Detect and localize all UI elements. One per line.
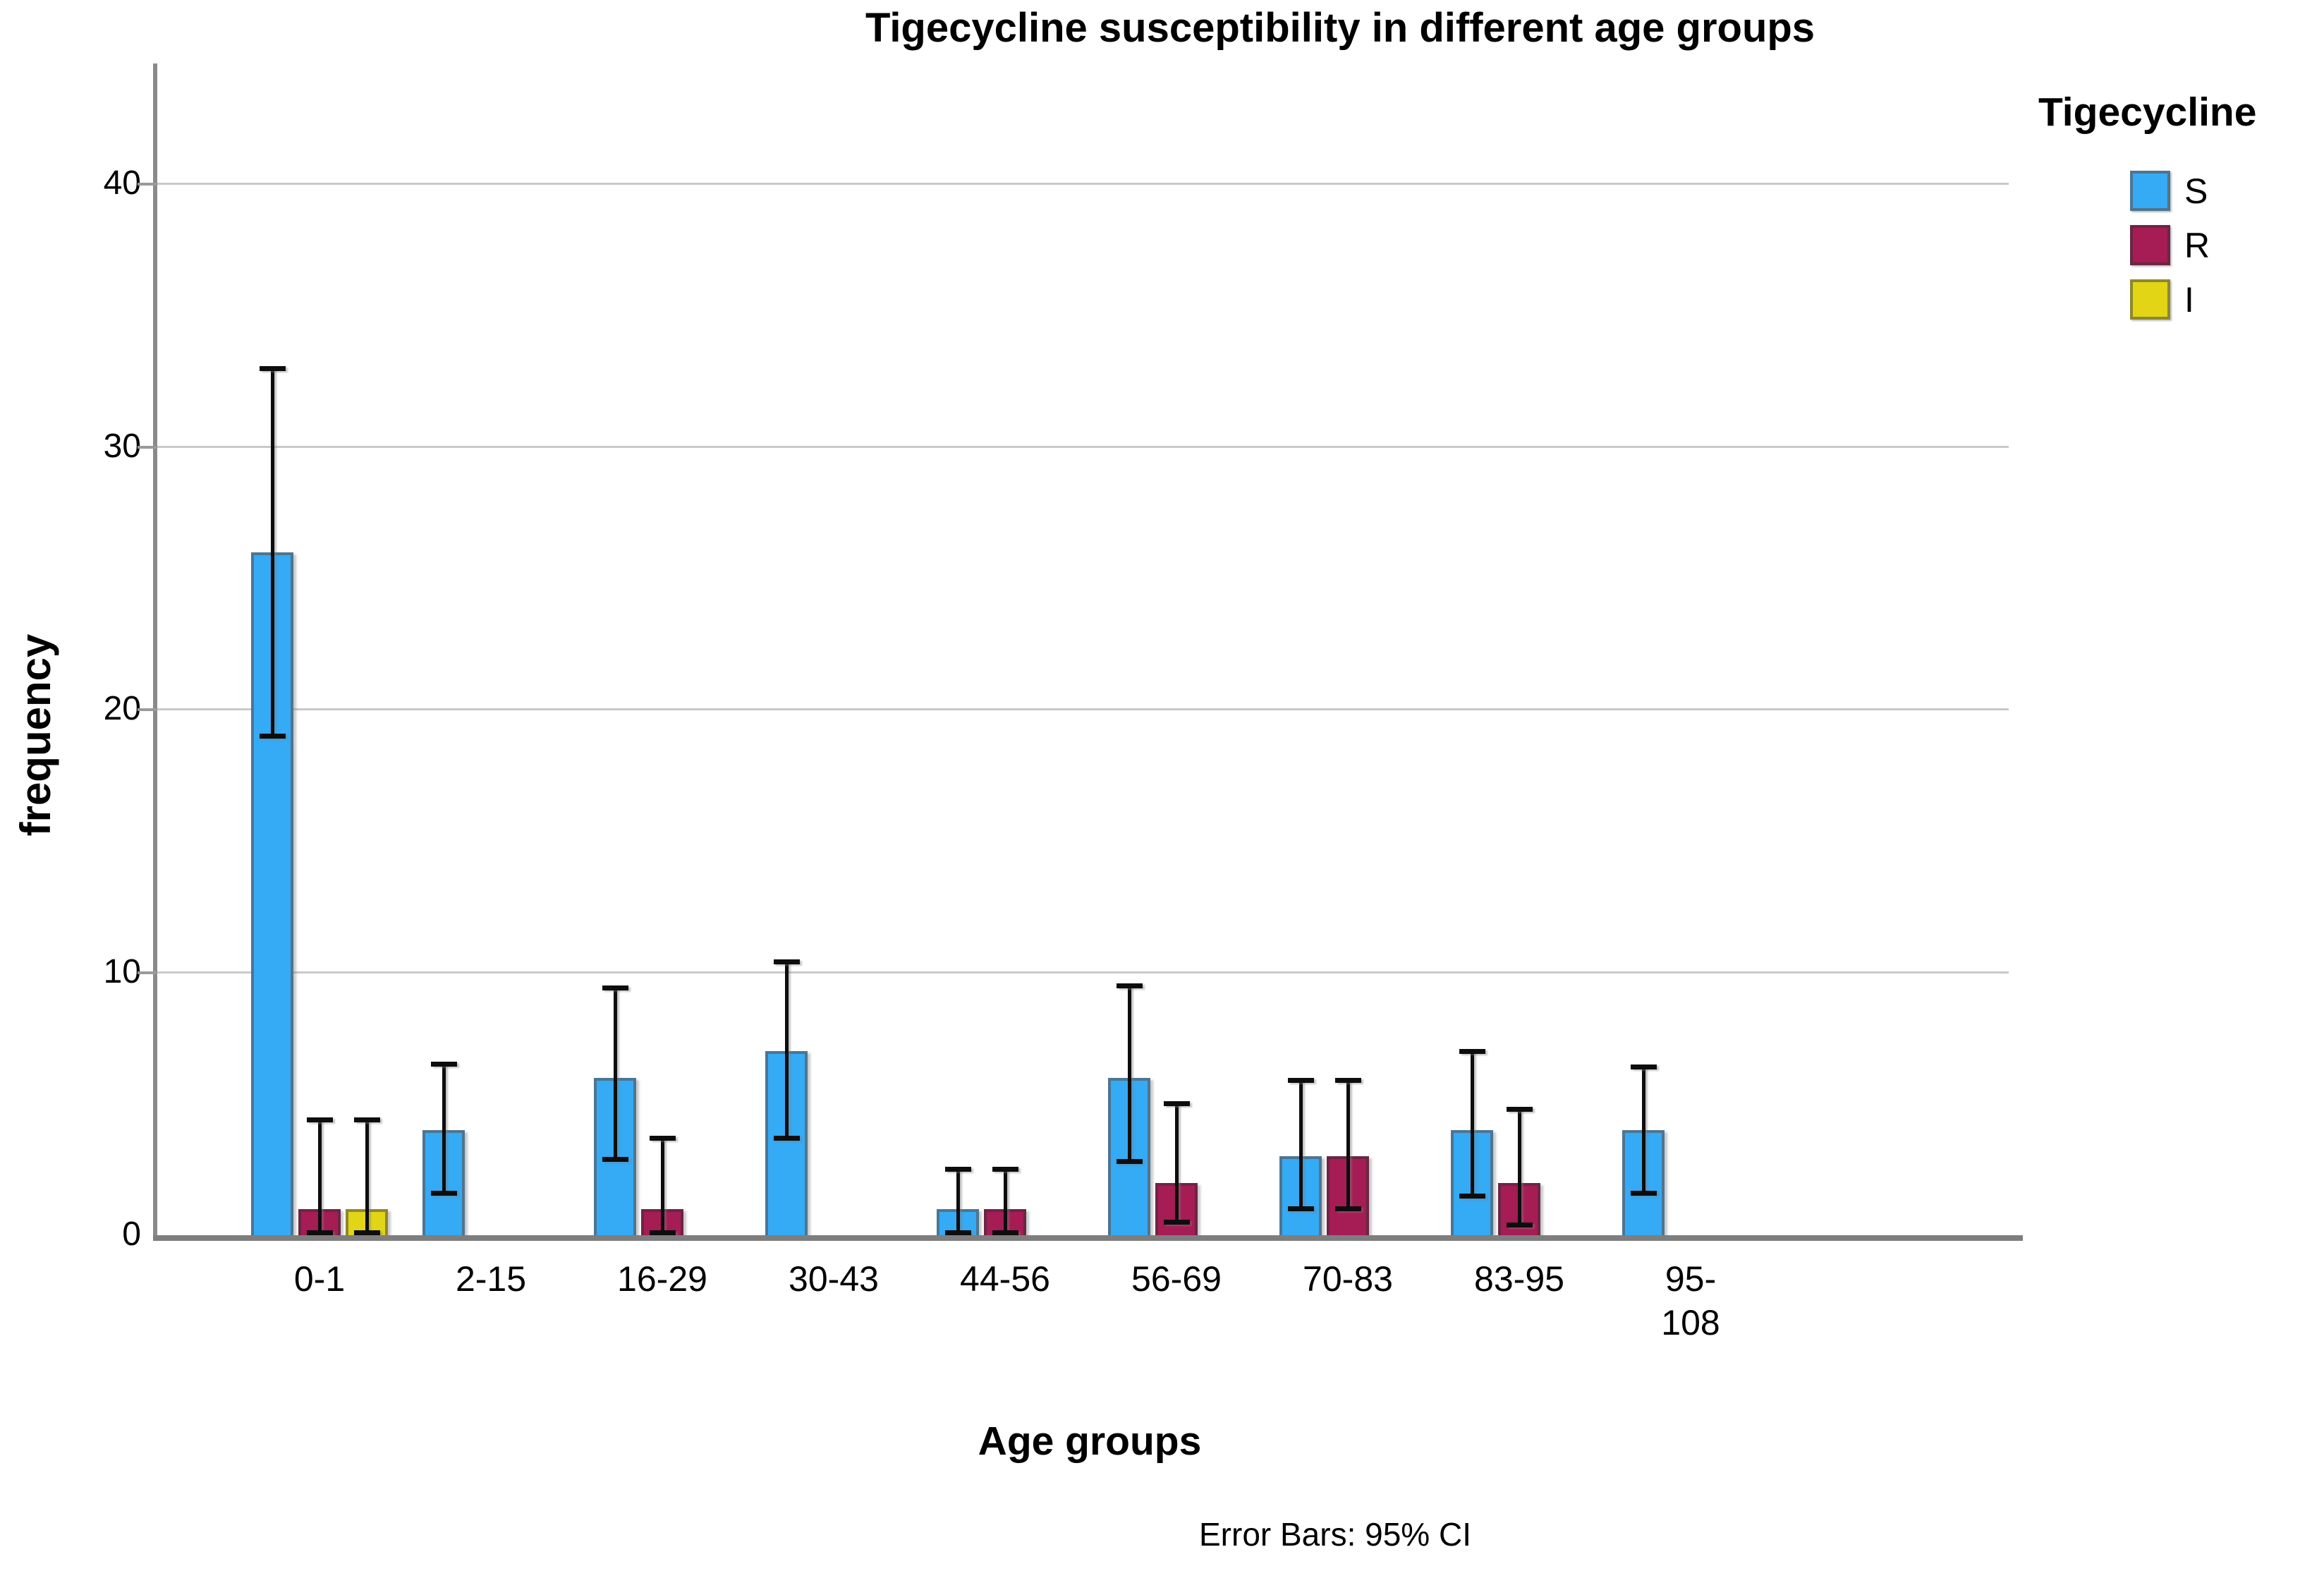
- error-bar: [660, 1138, 664, 1233]
- y-tick-label: 40: [103, 164, 141, 202]
- error-bar-cap: [1334, 1206, 1361, 1212]
- x-tick-label: 95- 108: [1661, 1259, 1720, 1342]
- x-tick-label: 0-1: [293, 1259, 346, 1299]
- error-bar: [1298, 1080, 1303, 1209]
- x-tick-label: 2-15: [455, 1259, 527, 1299]
- error-bar-cap: [1459, 1048, 1485, 1054]
- error-bar: [270, 368, 274, 736]
- error-bar-cap: [1506, 1106, 1533, 1112]
- error-bar: [1346, 1080, 1350, 1209]
- error-bar-cap: [1506, 1222, 1533, 1227]
- error-bar-cap: [1163, 1101, 1190, 1107]
- error-bar: [442, 1064, 446, 1194]
- error-bar-cap: [1287, 1077, 1314, 1083]
- error-bar-cap: [602, 1156, 628, 1162]
- error-bar-cap: [430, 1190, 457, 1196]
- x-axis-line: [153, 1235, 2023, 1241]
- legend-label-S: S: [2184, 171, 2208, 211]
- error-bar-cap: [353, 1117, 380, 1122]
- error-bar: [1517, 1109, 1521, 1225]
- error-bar: [317, 1120, 322, 1233]
- error-bar-cap: [649, 1230, 676, 1235]
- legend-label-I: I: [2184, 279, 2194, 320]
- x-tick-label: 44-56: [960, 1259, 1050, 1299]
- error-bar: [613, 988, 617, 1159]
- error-bar-cap: [353, 1230, 380, 1235]
- y-axis-tick: [138, 708, 157, 712]
- y-tick-label: 10: [103, 952, 141, 990]
- error-bar: [1003, 1169, 1007, 1233]
- x-axis-title: Age groups: [978, 1419, 1202, 1464]
- gridline: [157, 445, 2009, 448]
- legend-label-R: R: [2184, 225, 2210, 265]
- error-bar: [784, 962, 789, 1139]
- x-tick-label: 56-69: [1131, 1259, 1222, 1299]
- error-bar-cap: [259, 733, 286, 739]
- legend-title: Tigecycline: [2038, 90, 2257, 135]
- gridline: [157, 971, 2009, 974]
- x-tick-label: 16-29: [617, 1259, 707, 1299]
- legend-swatch-R: [2130, 225, 2170, 265]
- error-bars-footnote: Error Bars: 95% CI: [1199, 1516, 1471, 1553]
- y-axis-tick: [138, 445, 157, 449]
- error-bar-cap: [259, 365, 286, 371]
- y-tick-label: 0: [122, 1215, 141, 1253]
- legend-swatch-I: [2130, 279, 2170, 320]
- error-bar: [1470, 1051, 1474, 1196]
- error-bar-cap: [602, 985, 628, 991]
- error-bar-cap: [306, 1230, 333, 1235]
- error-bar-cap: [649, 1135, 676, 1141]
- error-bar: [365, 1120, 369, 1233]
- legend-swatch-S: [2130, 171, 2170, 211]
- error-bar-cap: [1630, 1065, 1657, 1070]
- error-bar: [956, 1169, 960, 1233]
- error-bar-cap: [773, 959, 800, 965]
- y-axis-title: frequency: [12, 633, 59, 837]
- x-tick-label: 30-43: [789, 1259, 879, 1299]
- error-bar-cap: [992, 1230, 1018, 1235]
- error-bar-cap: [1459, 1193, 1485, 1199]
- error-bar-cap: [430, 1062, 457, 1067]
- error-bar-cap: [1116, 983, 1143, 988]
- x-tick-label: 70-83: [1303, 1259, 1393, 1299]
- legend-item-I: I: [2130, 272, 2256, 327]
- error-bar-cap: [1287, 1206, 1314, 1212]
- error-bar-cap: [1630, 1190, 1657, 1196]
- legend-item-S: S: [2130, 164, 2256, 218]
- y-tick-label: 30: [103, 427, 141, 465]
- gridline: [157, 708, 2009, 711]
- y-axis-tick: [138, 971, 157, 974]
- x-tick-label: 83-95: [1474, 1259, 1564, 1299]
- error-bar-cap: [944, 1230, 971, 1235]
- plot-area: [138, 63, 2023, 1241]
- y-tick-label: 20: [103, 690, 141, 728]
- error-bar-cap: [306, 1117, 333, 1122]
- error-bar-cap: [1116, 1159, 1143, 1165]
- error-bar: [1127, 985, 1131, 1162]
- gridline: [157, 183, 2009, 186]
- error-bar-cap: [1334, 1077, 1361, 1083]
- y-axis-tick: [138, 183, 157, 186]
- error-bar-cap: [1163, 1219, 1190, 1225]
- error-bar-cap: [992, 1167, 1018, 1172]
- y-axis-line: [153, 63, 157, 1241]
- error-bar: [1174, 1103, 1179, 1223]
- error-bar-cap: [944, 1167, 971, 1172]
- error-bar-cap: [773, 1135, 800, 1141]
- legend-item-R: R: [2130, 218, 2256, 272]
- error-bar: [1641, 1067, 1645, 1194]
- chart-title: Tigecycline susceptibility in different …: [865, 5, 1815, 51]
